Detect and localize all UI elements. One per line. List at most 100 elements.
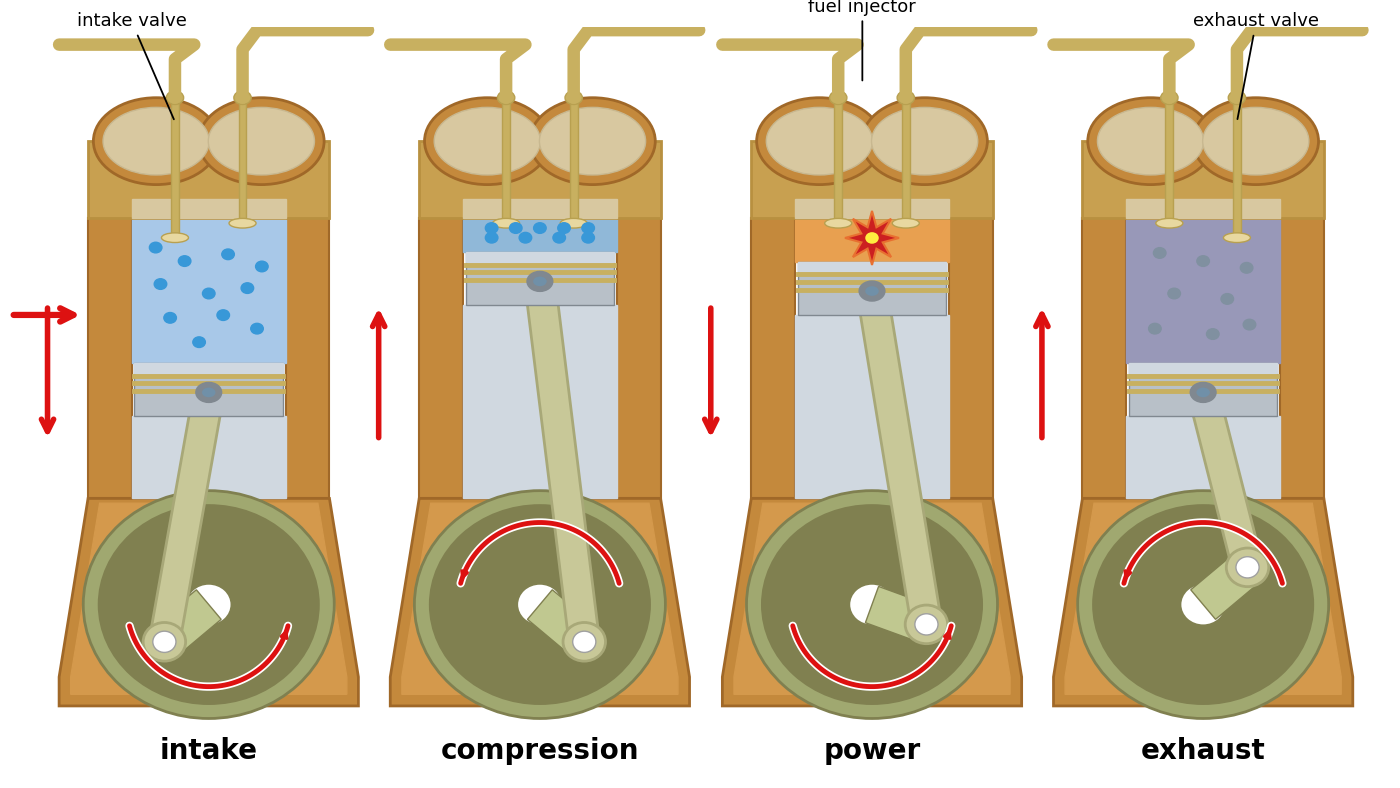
Ellipse shape	[1239, 559, 1256, 575]
Ellipse shape	[1224, 233, 1250, 243]
Polygon shape	[132, 416, 286, 498]
Ellipse shape	[563, 623, 606, 661]
Ellipse shape	[1193, 98, 1319, 184]
Ellipse shape	[1154, 247, 1166, 258]
Ellipse shape	[865, 286, 879, 296]
Ellipse shape	[196, 383, 221, 402]
Polygon shape	[1054, 498, 1352, 706]
Text: exhaust: exhaust	[1141, 738, 1266, 765]
Ellipse shape	[153, 631, 176, 652]
Ellipse shape	[251, 323, 263, 334]
Polygon shape	[171, 102, 179, 238]
Ellipse shape	[560, 218, 587, 228]
Polygon shape	[1128, 363, 1277, 416]
Polygon shape	[462, 305, 617, 498]
Polygon shape	[902, 102, 910, 223]
Ellipse shape	[1088, 98, 1214, 184]
Ellipse shape	[848, 583, 895, 626]
Ellipse shape	[557, 223, 570, 233]
Ellipse shape	[234, 91, 251, 105]
Ellipse shape	[528, 272, 553, 291]
Ellipse shape	[1180, 583, 1226, 626]
Polygon shape	[134, 363, 283, 373]
Polygon shape	[153, 589, 221, 656]
Polygon shape	[798, 262, 946, 315]
Ellipse shape	[906, 605, 948, 644]
Polygon shape	[1082, 218, 1126, 498]
Text: exhaust valve: exhaust valve	[1193, 12, 1319, 119]
Ellipse shape	[486, 223, 498, 233]
Polygon shape	[88, 141, 329, 218]
Ellipse shape	[154, 279, 167, 289]
Ellipse shape	[434, 107, 540, 175]
Ellipse shape	[860, 281, 885, 301]
Polygon shape	[795, 315, 949, 498]
Ellipse shape	[161, 233, 189, 243]
Ellipse shape	[519, 232, 532, 243]
Polygon shape	[846, 211, 899, 265]
Ellipse shape	[872, 107, 977, 175]
Text: intake: intake	[160, 738, 258, 765]
Polygon shape	[617, 218, 661, 498]
Polygon shape	[865, 586, 932, 642]
Ellipse shape	[217, 310, 230, 321]
Ellipse shape	[493, 218, 519, 228]
Ellipse shape	[533, 223, 546, 233]
Polygon shape	[1281, 218, 1324, 498]
Ellipse shape	[1092, 504, 1315, 705]
Polygon shape	[1191, 552, 1260, 619]
Ellipse shape	[256, 261, 269, 272]
Ellipse shape	[825, 218, 851, 228]
Ellipse shape	[143, 623, 186, 661]
Ellipse shape	[1243, 319, 1256, 330]
Polygon shape	[419, 218, 462, 498]
Ellipse shape	[202, 388, 216, 397]
Polygon shape	[462, 218, 617, 252]
Ellipse shape	[756, 98, 882, 184]
Ellipse shape	[533, 277, 546, 286]
Ellipse shape	[918, 617, 935, 632]
Polygon shape	[132, 199, 286, 218]
Polygon shape	[466, 252, 615, 262]
Ellipse shape	[553, 232, 566, 243]
Ellipse shape	[486, 232, 498, 243]
Ellipse shape	[193, 336, 206, 348]
Text: power: power	[823, 738, 921, 765]
Ellipse shape	[766, 107, 872, 175]
Polygon shape	[1126, 416, 1281, 498]
Ellipse shape	[1197, 388, 1210, 397]
Ellipse shape	[862, 98, 987, 184]
Polygon shape	[88, 218, 132, 498]
Ellipse shape	[1098, 107, 1204, 175]
Polygon shape	[391, 498, 690, 706]
Ellipse shape	[1207, 329, 1219, 340]
Ellipse shape	[497, 91, 515, 105]
Polygon shape	[134, 363, 283, 416]
Ellipse shape	[510, 223, 522, 233]
Ellipse shape	[1161, 91, 1177, 105]
Polygon shape	[798, 262, 946, 272]
Ellipse shape	[914, 614, 938, 635]
Ellipse shape	[582, 223, 595, 233]
Polygon shape	[1082, 141, 1324, 218]
Ellipse shape	[568, 627, 599, 656]
Ellipse shape	[150, 242, 162, 253]
Ellipse shape	[230, 218, 256, 228]
Polygon shape	[949, 218, 993, 498]
Polygon shape	[402, 504, 678, 694]
Ellipse shape	[199, 98, 325, 184]
Ellipse shape	[517, 583, 563, 626]
Ellipse shape	[1232, 553, 1263, 582]
Ellipse shape	[155, 634, 174, 649]
Polygon shape	[834, 102, 841, 223]
Ellipse shape	[148, 627, 179, 656]
Ellipse shape	[582, 232, 595, 243]
Text: intake valve: intake valve	[77, 12, 186, 119]
Ellipse shape	[897, 91, 914, 105]
Polygon shape	[1065, 504, 1341, 694]
Polygon shape	[752, 141, 993, 218]
Ellipse shape	[1190, 383, 1215, 402]
Ellipse shape	[1078, 491, 1329, 719]
Ellipse shape	[1228, 91, 1246, 105]
Ellipse shape	[167, 91, 183, 105]
